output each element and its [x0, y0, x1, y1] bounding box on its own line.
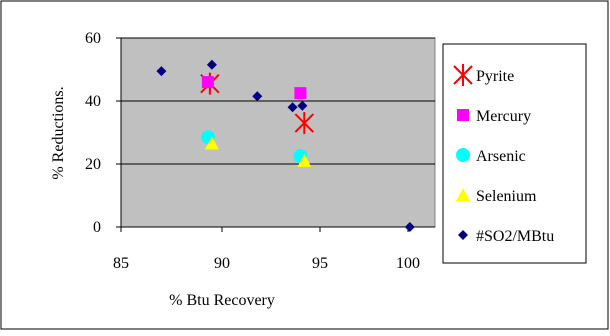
- legend-item-selenium: Selenium: [456, 188, 537, 205]
- data-point-so2-mbtu: [404, 222, 415, 232]
- legend-label-so2-mbtu: #SO2/MBtu: [476, 228, 554, 245]
- marker-shape: [201, 76, 214, 89]
- marker-shape: [297, 100, 308, 111]
- legend-item-mercury: Mercury: [457, 108, 531, 125]
- data-point-so2-mbtu: [252, 91, 263, 102]
- data-point-so2-mbtu: [206, 59, 217, 70]
- marker-shape: [156, 66, 167, 77]
- y-tick-label: 0: [93, 219, 101, 236]
- axes: [120, 38, 435, 228]
- plot-area: [120, 37, 436, 228]
- data-point-mercury: [201, 76, 214, 89]
- y-tick-labels: 0 20 40 60: [85, 30, 121, 236]
- marker-shape: [252, 91, 263, 102]
- legend: Pyrite Mercury Arsenic Selenium #SO2/MBtu: [453, 64, 554, 245]
- legend-item-arsenic: Arsenic: [456, 148, 526, 165]
- y-axis-title: % Reductions.: [50, 86, 67, 179]
- x-tick-label: 85: [113, 255, 129, 272]
- y-tick-label: 60: [85, 30, 101, 47]
- legend-marker-selenium: [456, 188, 470, 201]
- y-tick-label: 40: [85, 93, 101, 110]
- data-points: [156, 59, 415, 232]
- x-tick-label: 100: [396, 255, 420, 272]
- marker-shape: [456, 148, 470, 162]
- legend-label-arsenic: Arsenic: [476, 148, 526, 165]
- legend-item-pyrite: Pyrite: [453, 64, 514, 86]
- data-point-selenium: [297, 153, 312, 167]
- data-point-so2-mbtu: [156, 66, 167, 77]
- data-point-selenium: [204, 136, 219, 150]
- legend-marker-so2-mbtu: [458, 230, 468, 240]
- x-tick-labels: 85 90 95 100: [113, 227, 420, 272]
- legend-marker-arsenic: [456, 148, 470, 162]
- marker-shape: [456, 188, 470, 201]
- marker-shape: [404, 222, 415, 232]
- marker-shape: [204, 136, 219, 150]
- legend-label-mercury: Mercury: [476, 108, 531, 125]
- marker-shape: [294, 87, 307, 100]
- marker-shape: [458, 230, 468, 240]
- x-tick-label: 95: [312, 255, 328, 272]
- data-point-pyrite: [294, 112, 315, 135]
- legend-label-pyrite: Pyrite: [476, 68, 514, 85]
- data-point-so2-mbtu: [297, 100, 308, 111]
- data-point-mercury: [294, 87, 307, 100]
- marker-shape: [287, 102, 298, 113]
- marker-shape: [457, 109, 469, 121]
- x-axis-title: % Btu Recovery: [169, 292, 275, 309]
- legend-item-so2-mbtu: #SO2/MBtu: [458, 228, 554, 245]
- legend-label-selenium: Selenium: [476, 188, 537, 205]
- legend-marker-mercury: [457, 109, 469, 121]
- legend-marker-pyrite: [453, 64, 473, 86]
- marker-shape: [206, 59, 217, 70]
- x-tick-label: 90: [214, 255, 230, 272]
- gridlines: [121, 37, 435, 165]
- marker-shape: [297, 153, 312, 167]
- y-tick-label: 20: [85, 156, 101, 173]
- data-point-so2-mbtu: [287, 102, 298, 113]
